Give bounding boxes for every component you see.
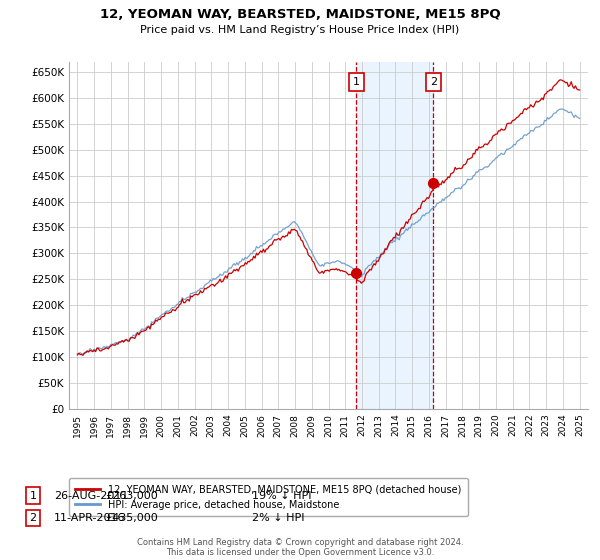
Text: £435,000: £435,000: [105, 513, 158, 523]
Text: £263,000: £263,000: [105, 491, 158, 501]
Text: 12, YEOMAN WAY, BEARSTED, MAIDSTONE, ME15 8PQ: 12, YEOMAN WAY, BEARSTED, MAIDSTONE, ME1…: [100, 8, 500, 21]
Text: 2: 2: [29, 513, 37, 523]
Text: 1: 1: [353, 77, 359, 87]
Text: 1: 1: [29, 491, 37, 501]
Text: 26-AUG-2011: 26-AUG-2011: [54, 491, 128, 501]
Text: 19% ↓ HPI: 19% ↓ HPI: [252, 491, 311, 501]
Text: Price paid vs. HM Land Registry’s House Price Index (HPI): Price paid vs. HM Land Registry’s House …: [140, 25, 460, 35]
Legend: 12, YEOMAN WAY, BEARSTED, MAIDSTONE, ME15 8PQ (detached house), HPI: Average pri: 12, YEOMAN WAY, BEARSTED, MAIDSTONE, ME1…: [68, 478, 468, 516]
Text: 2% ↓ HPI: 2% ↓ HPI: [252, 513, 305, 523]
Text: Contains HM Land Registry data © Crown copyright and database right 2024.
This d: Contains HM Land Registry data © Crown c…: [137, 538, 463, 557]
Text: 2: 2: [430, 77, 437, 87]
Text: 11-APR-2016: 11-APR-2016: [54, 513, 125, 523]
